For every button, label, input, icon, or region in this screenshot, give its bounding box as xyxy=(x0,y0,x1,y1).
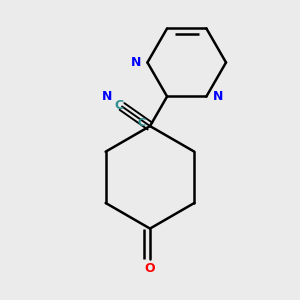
Text: C: C xyxy=(137,118,146,128)
Text: C: C xyxy=(115,99,124,112)
Text: O: O xyxy=(145,262,155,275)
Text: N: N xyxy=(102,90,112,103)
Text: N: N xyxy=(131,56,141,69)
Text: N: N xyxy=(212,90,223,103)
